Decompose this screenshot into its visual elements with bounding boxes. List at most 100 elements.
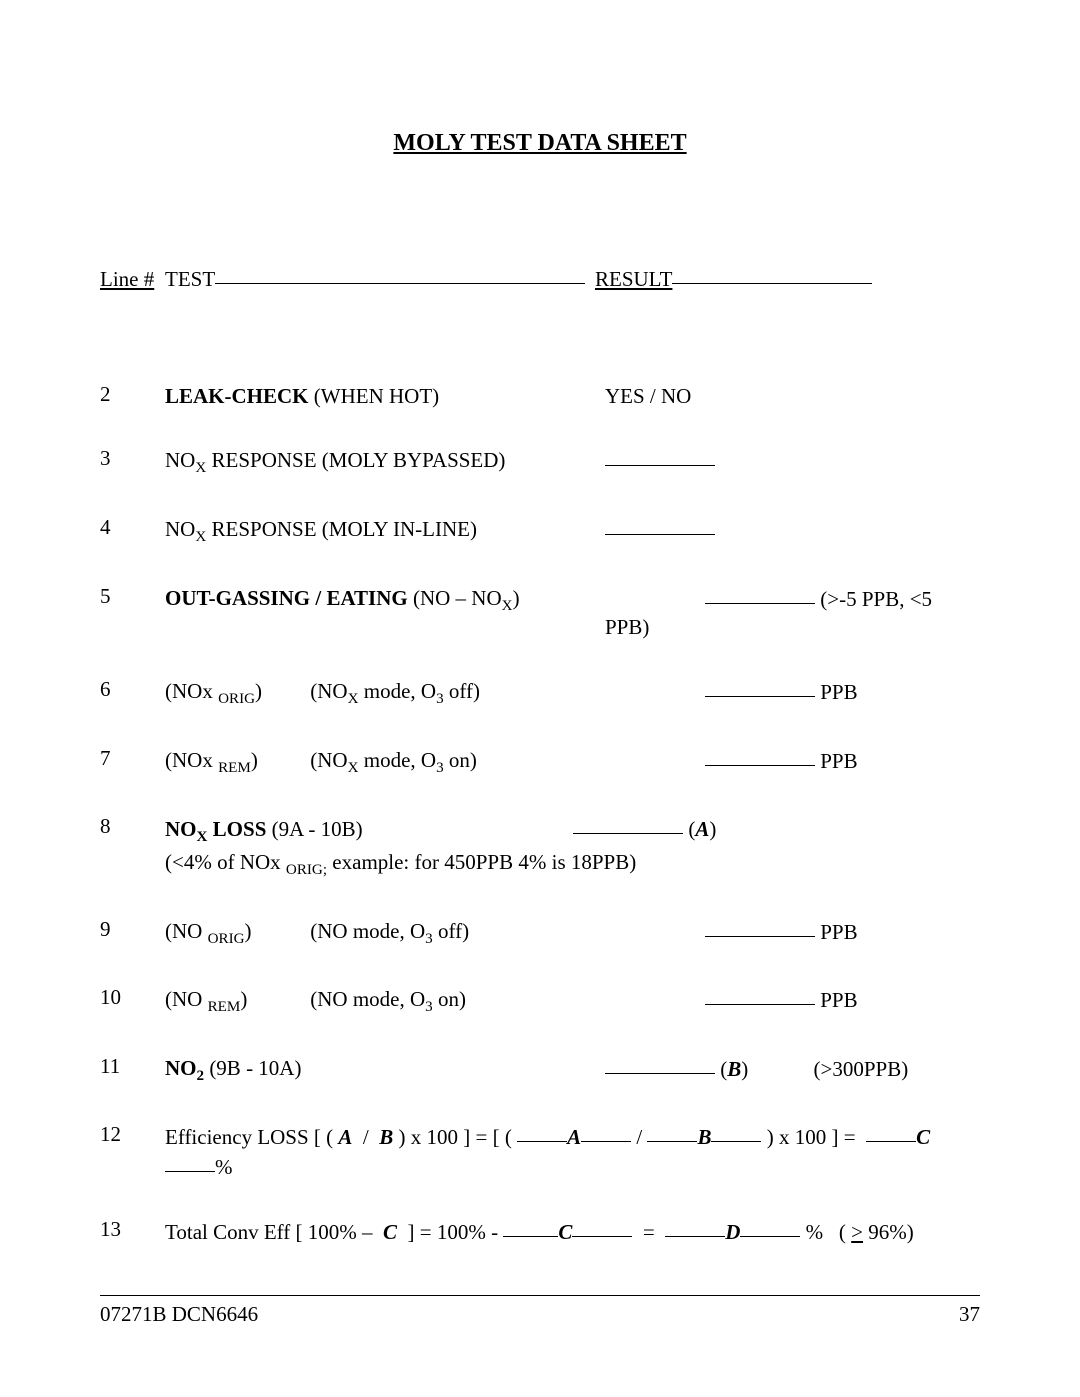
row-4-blank[interactable] — [605, 513, 715, 535]
row-11-blank[interactable] — [605, 1052, 715, 1074]
row-11-criteria: (>300PPB) — [814, 1057, 909, 1081]
row-6-test: (NOx ORIG) (NOX mode, O3 off) — [165, 677, 605, 710]
row-10-num: 10 — [100, 985, 165, 1010]
header-test-rule — [215, 265, 585, 284]
row-13-D: D — [725, 1220, 740, 1244]
header-result-label: RESULT — [595, 267, 672, 291]
header-line: Line # — [100, 267, 165, 292]
row-11-B: B — [727, 1057, 741, 1081]
row-6: 6 (NOx ORIG) (NOX mode, O3 off) PPB — [100, 677, 980, 710]
row-5-test: OUT-GASSING / EATING (NO – NOX) — [165, 584, 605, 617]
row-9-mode-end: off) — [433, 919, 469, 943]
row-7-sub: REM — [218, 760, 251, 776]
row-13-test: Total Conv Eff [ 100% – C ] = 100% - C =… — [165, 1217, 980, 1246]
row-12-num: 12 — [100, 1122, 165, 1147]
row-2-num: 2 — [100, 382, 165, 407]
row-8: 8 NOX LOSS (9A - 10B) (A) (<4% of NOx OR… — [100, 814, 980, 880]
row-12-B: B — [697, 1125, 711, 1149]
row-12: 12 Efficiency LOSS [ ( A / B ) x 100 ] =… — [100, 1122, 980, 1181]
row-10-test: (NO REM) (NO mode, O3 on) — [165, 985, 605, 1018]
row-6-mode-post: mode, O — [359, 679, 437, 703]
row-8-t1: NO — [165, 817, 197, 841]
row-9-mode-pre: (NO mode, O — [310, 919, 425, 943]
row-12-blank-B1[interactable] — [647, 1120, 697, 1142]
row-5-result: (>-5 PPB, <5 PPB) — [605, 584, 980, 642]
row-3-blank[interactable] — [605, 444, 715, 466]
row-11-num: 11 — [100, 1054, 165, 1079]
row-9-test: (NO ORIG) (NO mode, O3 off) — [165, 917, 605, 950]
row-6-num: 6 — [100, 677, 165, 702]
row-6-mode-end: off) — [444, 679, 480, 703]
row-3-result — [605, 446, 980, 475]
row-8-test: NOX LOSS (9A - 10B) (A) (<4% of NOx ORIG… — [165, 814, 980, 880]
row-9-sym: (NO — [165, 919, 208, 943]
row-13-num: 13 — [100, 1217, 165, 1242]
header-test: TEST — [165, 267, 595, 292]
row-12-A: A — [567, 1125, 581, 1149]
row-8-t3: (9A - 10B) — [266, 817, 362, 841]
row-11-test: NO2 (9B - 10A) — [165, 1054, 605, 1087]
row-13-blank-C1[interactable] — [503, 1215, 558, 1237]
row-7-mode-post: mode, O — [359, 748, 437, 772]
row-4-test: NOX RESPONSE (MOLY IN-LINE) — [165, 515, 605, 548]
row-12-blank-A2[interactable] — [581, 1120, 631, 1142]
row-7-close: ) — [251, 748, 258, 772]
row-9-sub: ORIG — [208, 931, 245, 947]
row-6-result: PPB — [605, 677, 980, 706]
row-7-test: (NOx REM) (NOX mode, O3 on) — [165, 746, 605, 779]
row-8-sub2: ORIG; — [286, 862, 327, 878]
page-footer: 07271B DCN6646 37 — [100, 1295, 980, 1327]
row-8-blank[interactable] — [573, 812, 683, 834]
row-9-blank[interactable] — [705, 915, 815, 937]
row-6-unit: PPB — [815, 680, 858, 704]
row-9-close: ) — [245, 919, 252, 943]
row-5-num: 5 — [100, 584, 165, 609]
row-6-sym: (NOx — [165, 679, 218, 703]
row-7: 7 (NOx REM) (NOX mode, O3 on) PPB — [100, 746, 980, 779]
row-7-num: 7 — [100, 746, 165, 771]
row-9-unit: PPB — [815, 920, 858, 944]
row-7-blank[interactable] — [705, 744, 815, 766]
row-6-sub: ORIG — [218, 691, 255, 707]
row-8-A: A — [695, 817, 709, 841]
row-12-blank-A1[interactable] — [517, 1120, 567, 1142]
row-11-result: (B) (>300PPB) — [605, 1054, 980, 1083]
row-6-blank[interactable] — [705, 675, 815, 697]
row-2: 2 LEAK-CHECK (WHEN HOT) YES / NO — [100, 382, 980, 410]
footer-page-number: 37 — [959, 1302, 980, 1327]
row-9-result: PPB — [605, 917, 980, 946]
row-12-blank-B2[interactable] — [711, 1120, 761, 1142]
row-2-result: YES / NO — [605, 382, 980, 410]
row-5-label-bold: OUT-GASSING / EATING — [165, 586, 408, 610]
row-10-blank[interactable] — [705, 983, 815, 1005]
row-12-blank-C2[interactable] — [165, 1150, 215, 1172]
row-12-blank-C1[interactable] — [866, 1120, 916, 1142]
row-5-blank[interactable] — [705, 582, 815, 604]
row-7-mode-pre: (NO — [310, 748, 347, 772]
row-10: 10 (NO REM) (NO mode, O3 on) PPB — [100, 985, 980, 1018]
row-3-part: RESPONSE (MOLY BYPASSED) — [206, 448, 505, 472]
row-13-C: C — [558, 1220, 572, 1244]
row-2-label-bold: LEAK-CHECK — [165, 384, 309, 408]
row-12-C: C — [916, 1125, 930, 1149]
row-8-t2: LOSS — [207, 817, 266, 841]
row-4-num: 4 — [100, 515, 165, 540]
row-7-mode-end: on) — [444, 748, 477, 772]
row-13-blank-C2[interactable] — [572, 1215, 632, 1237]
row-8-sub3: example: for 450PPB 4% is 18PPB) — [327, 850, 636, 874]
row-4: 4 NOX RESPONSE (MOLY IN-LINE) — [100, 515, 980, 548]
row-11: 11 NO2 (9B - 10A) (B) (>300PPB) — [100, 1054, 980, 1087]
row-8-num: 8 — [100, 814, 165, 839]
row-13-blank-D2[interactable] — [740, 1215, 800, 1237]
row-13-blank-D1[interactable] — [665, 1215, 725, 1237]
row-3-num: 3 — [100, 446, 165, 471]
row-2-test: LEAK-CHECK (WHEN HOT) — [165, 382, 605, 410]
row-10-close: ) — [240, 987, 247, 1011]
row-9: 9 (NO ORIG) (NO mode, O3 off) PPB — [100, 917, 980, 950]
row-3: 3 NOX RESPONSE (MOLY BYPASSED) — [100, 446, 980, 479]
row-3-test: NOX RESPONSE (MOLY BYPASSED) — [165, 446, 605, 479]
row-4-result — [605, 515, 980, 544]
row-10-mode-end: on) — [433, 987, 466, 1011]
row-10-sym: (NO — [165, 987, 208, 1011]
header-test-label: TEST — [165, 267, 215, 292]
